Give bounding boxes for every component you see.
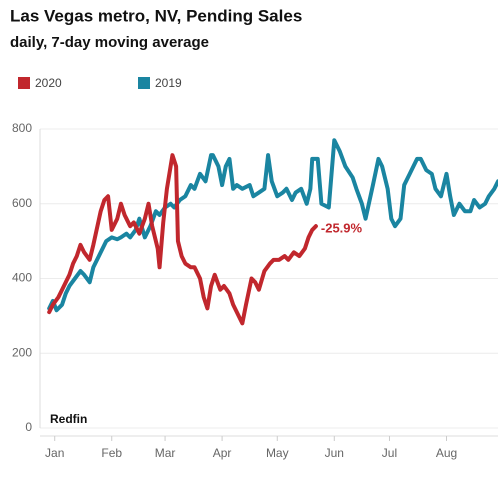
chart-subtitle: daily, 7-day moving average xyxy=(10,34,209,51)
y-tick-label: 600 xyxy=(12,196,32,210)
x-tick-label: Feb xyxy=(101,446,122,460)
annotation: -25.9% xyxy=(321,221,363,236)
x-tick-label: Jun xyxy=(325,446,344,460)
chart-title: Las Vegas metro, NV, Pending Sales xyxy=(10,6,302,25)
legend-label: 2020 xyxy=(35,76,62,90)
legend-swatch xyxy=(138,77,150,89)
x-tick-label: Apr xyxy=(213,446,232,460)
x-tick-label: May xyxy=(266,446,289,460)
y-tick-label: 200 xyxy=(12,345,32,359)
x-tick-label: Jan xyxy=(45,446,64,460)
x-tick-label: Mar xyxy=(155,446,176,460)
legend-label: 2019 xyxy=(155,76,182,90)
source: Redfin xyxy=(50,412,87,426)
y-tick-label: 0 xyxy=(25,420,32,434)
y-tick-label: 400 xyxy=(12,271,32,285)
x-tick-label: Jul xyxy=(382,446,397,460)
line-series xyxy=(47,153,318,326)
x-tick-label: Aug xyxy=(436,446,457,460)
legend-swatch xyxy=(18,77,30,89)
line-series xyxy=(47,138,498,313)
y-tick-label: 800 xyxy=(12,121,32,135)
